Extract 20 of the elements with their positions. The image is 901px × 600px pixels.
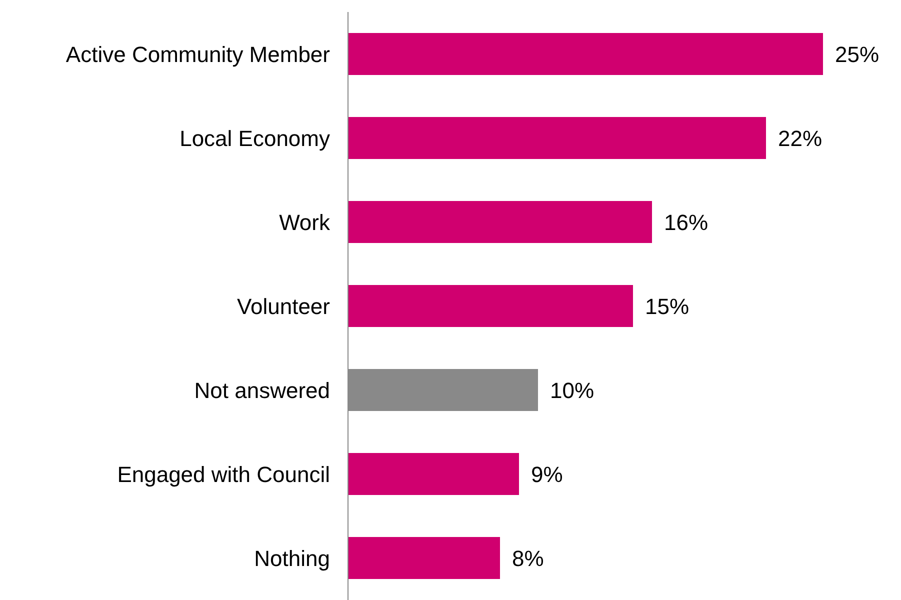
bar [348,285,633,327]
bar [348,117,766,159]
data-label: 16% [664,210,708,235]
data-label: 22% [778,126,822,151]
y-tick-label: Work [279,210,331,235]
y-tick-label: Nothing [254,546,330,571]
data-label: 15% [645,294,690,319]
data-label: 25% [835,42,880,67]
bar [348,453,519,495]
y-tick-label: Engaged with Council [117,462,330,487]
y-tick-label: Local Economy [180,126,330,151]
data-label: 8% [512,546,544,571]
bar [348,201,652,243]
bar [348,33,823,75]
data-label: 9% [531,462,563,487]
y-tick-label: Volunteer [237,294,330,319]
data-label: 10% [550,378,594,403]
y-tick-label: Not answered [194,378,330,403]
bar [348,537,500,579]
y-tick-label: Active Community Member [66,42,330,67]
